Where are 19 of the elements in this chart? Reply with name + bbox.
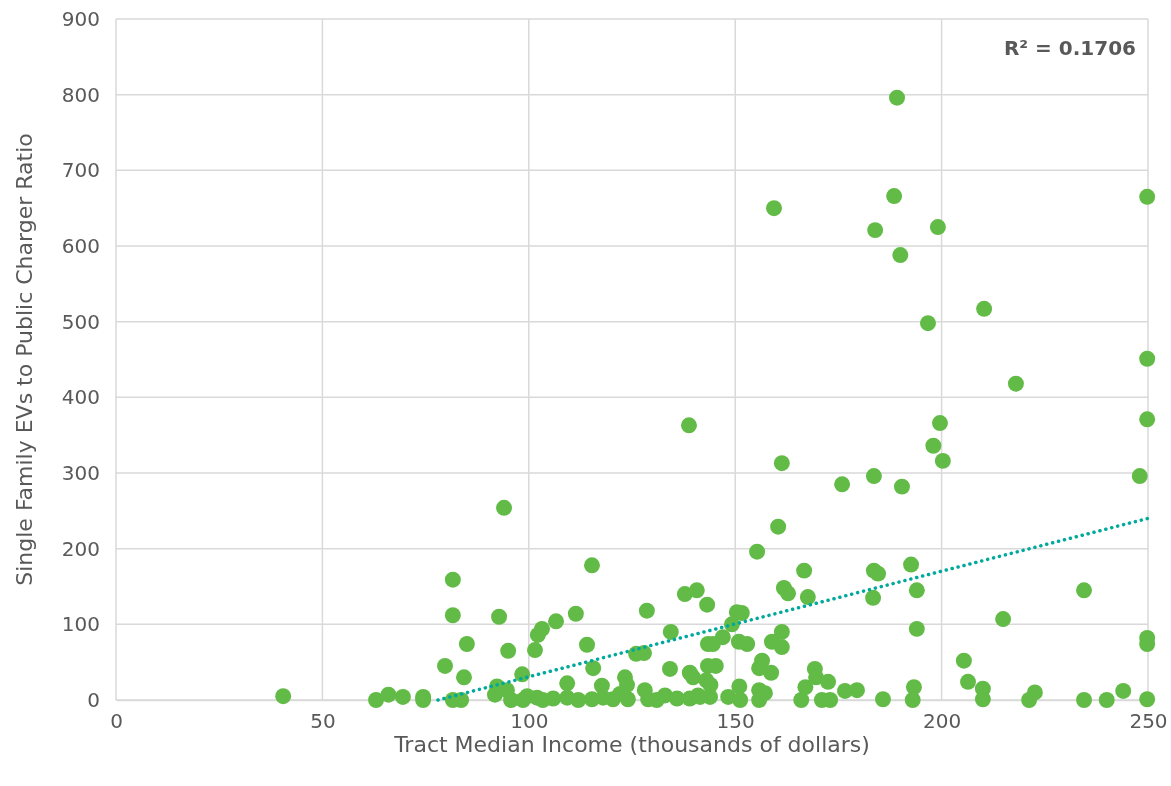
y-tick-label: 200 [61,536,100,561]
y-tick-label: 700 [61,158,100,183]
y-tick-label: 800 [61,82,100,107]
y-tick-label: 900 [61,6,100,31]
x-tick-label: 150 [716,709,755,734]
x-tick-label: 250 [1129,709,1168,734]
y-tick-label: 600 [61,233,100,258]
y-tick-label: 400 [61,385,100,410]
x-tick-label: 50 [310,709,336,734]
annotation: R² = 0.1706 [1003,36,1136,60]
y-tick-label: 500 [61,309,100,334]
y-tick-label: 100 [61,612,100,637]
x-tick-label: 100 [510,709,549,734]
x-axis-title: Tract Median Income (thousands of dollars) [393,732,870,757]
y-tick-label: 300 [61,460,100,485]
y-axis-title: Single Family EVs to Public Charger Ratio [12,133,37,586]
x-tick-label: 0 [110,709,123,734]
x-tick-label: 200 [923,709,962,734]
y-tick-label: 0 [87,687,100,712]
